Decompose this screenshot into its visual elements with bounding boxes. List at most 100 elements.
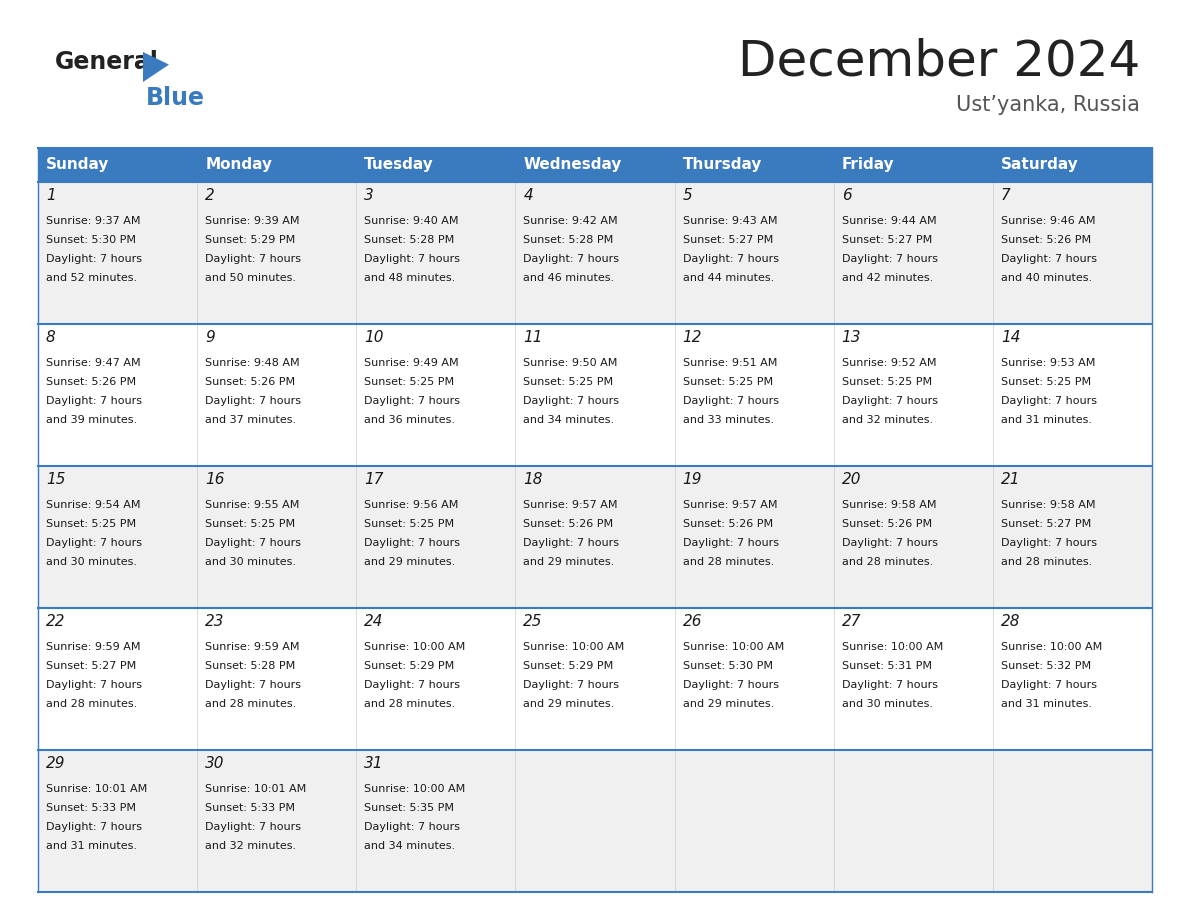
Text: Sunrise: 9:40 AM: Sunrise: 9:40 AM (365, 217, 459, 227)
Text: Sunrise: 9:42 AM: Sunrise: 9:42 AM (524, 217, 618, 227)
Text: Sunrise: 9:58 AM: Sunrise: 9:58 AM (842, 500, 936, 510)
Text: Sunset: 5:25 PM: Sunset: 5:25 PM (365, 377, 455, 387)
Text: 29: 29 (46, 756, 65, 771)
Text: Sunset: 5:25 PM: Sunset: 5:25 PM (46, 520, 137, 530)
Text: 19: 19 (683, 472, 702, 487)
Text: Sunrise: 9:59 AM: Sunrise: 9:59 AM (206, 643, 299, 653)
Text: and 48 minutes.: and 48 minutes. (365, 274, 455, 283)
Text: and 50 minutes.: and 50 minutes. (206, 274, 296, 283)
Text: Daylight: 7 hours: Daylight: 7 hours (46, 254, 143, 264)
Text: 16: 16 (206, 472, 225, 487)
FancyBboxPatch shape (38, 182, 1152, 324)
Text: Blue: Blue (146, 86, 206, 110)
Text: and 30 minutes.: and 30 minutes. (206, 557, 296, 567)
Text: Sunrise: 9:56 AM: Sunrise: 9:56 AM (365, 500, 459, 510)
Text: 31: 31 (365, 756, 384, 771)
FancyBboxPatch shape (38, 324, 1152, 466)
Text: Daylight: 7 hours: Daylight: 7 hours (365, 397, 460, 407)
Text: Sunset: 5:26 PM: Sunset: 5:26 PM (46, 377, 137, 387)
Text: and 34 minutes.: and 34 minutes. (524, 415, 614, 425)
Text: and 29 minutes.: and 29 minutes. (683, 700, 773, 710)
Text: Sunrise: 9:47 AM: Sunrise: 9:47 AM (46, 358, 140, 368)
Text: Sunset: 5:27 PM: Sunset: 5:27 PM (683, 235, 773, 245)
Polygon shape (143, 52, 169, 82)
Text: 5: 5 (683, 188, 693, 203)
Text: 20: 20 (842, 472, 861, 487)
Text: and 28 minutes.: and 28 minutes. (1000, 557, 1092, 567)
Text: Sunset: 5:28 PM: Sunset: 5:28 PM (206, 661, 296, 671)
Text: 21: 21 (1000, 472, 1020, 487)
Text: Daylight: 7 hours: Daylight: 7 hours (1000, 538, 1097, 548)
Text: and 30 minutes.: and 30 minutes. (46, 557, 137, 567)
Text: Sunrise: 9:39 AM: Sunrise: 9:39 AM (206, 217, 299, 227)
Text: Daylight: 7 hours: Daylight: 7 hours (842, 397, 937, 407)
Text: Daylight: 7 hours: Daylight: 7 hours (206, 397, 301, 407)
Text: 2: 2 (206, 188, 215, 203)
Text: Sunset: 5:33 PM: Sunset: 5:33 PM (206, 803, 295, 813)
Text: 26: 26 (683, 614, 702, 629)
Text: Sunrise: 10:00 AM: Sunrise: 10:00 AM (1000, 643, 1102, 653)
Text: 22: 22 (46, 614, 65, 629)
Text: Sunrise: 9:57 AM: Sunrise: 9:57 AM (683, 500, 777, 510)
Text: Daylight: 7 hours: Daylight: 7 hours (1000, 254, 1097, 264)
Text: Daylight: 7 hours: Daylight: 7 hours (46, 680, 143, 690)
Text: and 29 minutes.: and 29 minutes. (365, 557, 455, 567)
Text: Sunrise: 9:52 AM: Sunrise: 9:52 AM (842, 358, 936, 368)
Text: and 40 minutes.: and 40 minutes. (1000, 274, 1092, 283)
Text: and 31 minutes.: and 31 minutes. (1000, 415, 1092, 425)
Text: and 29 minutes.: and 29 minutes. (524, 700, 614, 710)
Text: 25: 25 (524, 614, 543, 629)
Text: 6: 6 (842, 188, 852, 203)
Text: 15: 15 (46, 472, 65, 487)
Text: Sunset: 5:31 PM: Sunset: 5:31 PM (842, 661, 931, 671)
Text: Daylight: 7 hours: Daylight: 7 hours (842, 680, 937, 690)
FancyBboxPatch shape (38, 148, 1152, 182)
Text: and 32 minutes.: and 32 minutes. (842, 415, 933, 425)
Text: 10: 10 (365, 330, 384, 345)
Text: and 28 minutes.: and 28 minutes. (683, 557, 773, 567)
Text: Sunset: 5:25 PM: Sunset: 5:25 PM (842, 377, 931, 387)
Text: Daylight: 7 hours: Daylight: 7 hours (524, 397, 619, 407)
Text: and 28 minutes.: and 28 minutes. (206, 700, 296, 710)
Text: Sunset: 5:28 PM: Sunset: 5:28 PM (524, 235, 614, 245)
Text: Sunrise: 9:48 AM: Sunrise: 9:48 AM (206, 358, 299, 368)
Text: 18: 18 (524, 472, 543, 487)
Text: 28: 28 (1000, 614, 1020, 629)
Text: Thursday: Thursday (683, 158, 762, 173)
Text: Tuesday: Tuesday (365, 158, 434, 173)
Text: Daylight: 7 hours: Daylight: 7 hours (683, 397, 778, 407)
Text: Sunset: 5:27 PM: Sunset: 5:27 PM (1000, 520, 1091, 530)
Text: Sunset: 5:35 PM: Sunset: 5:35 PM (365, 803, 454, 813)
Text: 1: 1 (46, 188, 56, 203)
Text: 13: 13 (842, 330, 861, 345)
Text: Sunset: 5:30 PM: Sunset: 5:30 PM (46, 235, 135, 245)
Text: Sunrise: 9:54 AM: Sunrise: 9:54 AM (46, 500, 140, 510)
Text: Sunset: 5:27 PM: Sunset: 5:27 PM (842, 235, 931, 245)
Text: and 46 minutes.: and 46 minutes. (524, 274, 614, 283)
Text: Sunday: Sunday (46, 158, 109, 173)
Text: Daylight: 7 hours: Daylight: 7 hours (206, 254, 301, 264)
Text: Sunrise: 10:01 AM: Sunrise: 10:01 AM (46, 784, 147, 794)
Text: and 28 minutes.: and 28 minutes. (365, 700, 455, 710)
Text: Sunset: 5:25 PM: Sunset: 5:25 PM (683, 377, 772, 387)
Text: Monday: Monday (206, 158, 272, 173)
Text: 8: 8 (46, 330, 56, 345)
FancyBboxPatch shape (38, 466, 1152, 608)
Text: 14: 14 (1000, 330, 1020, 345)
Text: Sunrise: 10:00 AM: Sunrise: 10:00 AM (842, 643, 943, 653)
Text: and 36 minutes.: and 36 minutes. (365, 415, 455, 425)
Text: Friday: Friday (842, 158, 895, 173)
Text: Sunset: 5:25 PM: Sunset: 5:25 PM (524, 377, 613, 387)
Text: and 44 minutes.: and 44 minutes. (683, 274, 773, 283)
Text: Daylight: 7 hours: Daylight: 7 hours (683, 680, 778, 690)
Text: Daylight: 7 hours: Daylight: 7 hours (365, 538, 460, 548)
Text: Sunrise: 9:57 AM: Sunrise: 9:57 AM (524, 500, 618, 510)
Text: Sunset: 5:32 PM: Sunset: 5:32 PM (1000, 661, 1091, 671)
Text: and 30 minutes.: and 30 minutes. (842, 700, 933, 710)
Text: 9: 9 (206, 330, 215, 345)
Text: 17: 17 (365, 472, 384, 487)
Text: Daylight: 7 hours: Daylight: 7 hours (206, 680, 301, 690)
Text: 12: 12 (683, 330, 702, 345)
Text: Sunrise: 9:58 AM: Sunrise: 9:58 AM (1000, 500, 1095, 510)
Text: Sunset: 5:26 PM: Sunset: 5:26 PM (842, 520, 931, 530)
